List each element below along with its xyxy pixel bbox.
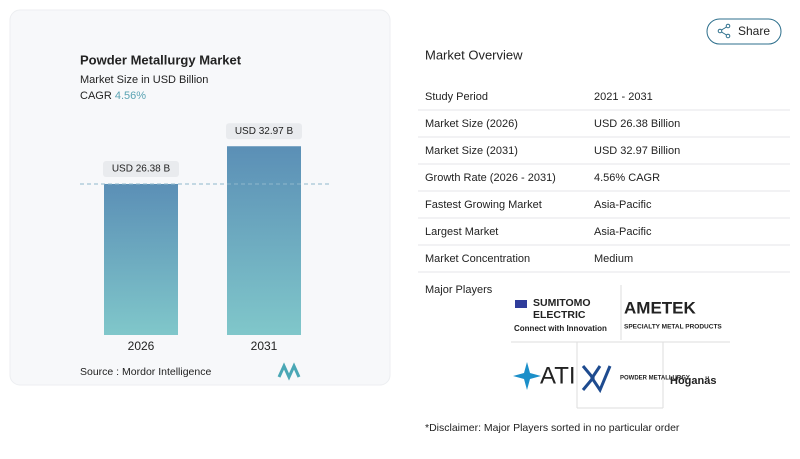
overview-title: Market Overview — [425, 47, 523, 62]
row-label: Fastest Growing Market — [425, 199, 542, 211]
logo-text: AMETEK — [624, 298, 697, 317]
row-label: Market Size (2031) — [425, 145, 518, 157]
share-button[interactable]: Share — [706, 18, 782, 45]
row-label: Market Size (2026) — [425, 118, 518, 130]
row-value: 2021 - 2031 — [594, 91, 653, 103]
x-tick-label: 2026 — [128, 339, 155, 353]
logo-text: ATI — [540, 362, 576, 389]
cagr-label: CAGR — [80, 90, 112, 102]
chart-subtitle: Market Size in USD Billion — [80, 74, 208, 86]
logo-text: POWDER METALLURGY — [620, 376, 690, 382]
cagr-value: 4.56% — [115, 90, 146, 102]
value-label: USD 32.97 B — [235, 126, 294, 137]
row-value: Asia-Pacific — [594, 199, 652, 211]
logo-text: Höganäs — [670, 375, 716, 387]
players-title: Major Players — [425, 284, 493, 296]
overview-table: Study Period 2021 - 2031 Market Size (2026… — [418, 91, 790, 273]
logo-text: ELECTRIC — [533, 309, 586, 321]
source-logo — [277, 362, 301, 381]
row-label: Study Period — [425, 91, 488, 103]
value-label-bg — [103, 160, 179, 177]
row-value: Medium — [594, 253, 633, 265]
logo-text: SUMITOMO — [533, 297, 591, 309]
source: Source : Mordor Intelligence — [80, 366, 211, 378]
cagr: CAGR 4.56% — [80, 90, 146, 102]
row-value: USD 32.97 Billion — [594, 145, 680, 157]
bar — [104, 183, 178, 335]
row-label: Growth Rate (2026 - 2031) — [425, 172, 556, 184]
logo-text: SPECIALTY METAL PRODUCTS — [624, 324, 722, 331]
value-label: USD 26.38 B — [112, 164, 171, 175]
x-tick-label: 2031 — [251, 339, 278, 353]
share-label[interactable]: Share — [738, 24, 770, 38]
value-label-bg — [226, 123, 302, 140]
chart-title: Powder Metallurgy Market — [80, 52, 242, 67]
row-value: Asia-Pacific — [594, 226, 652, 238]
bar — [227, 146, 301, 335]
row-value: 4.56% CAGR — [594, 172, 660, 184]
row-label: Largest Market — [425, 226, 498, 238]
disclaimer: *Disclaimer: Major Players sorted in no … — [425, 422, 680, 434]
row-value: USD 26.38 Billion — [594, 118, 680, 130]
row-label: Market Concentration — [425, 253, 530, 265]
player-logos: SUMITOMO ELECTRIC Connect with Innovatio… — [511, 285, 730, 409]
bars: USD 26.38 B 2026 USD 32.97 B 2031 — [80, 123, 330, 353]
logo-text: Connect with Innovation — [514, 324, 607, 333]
